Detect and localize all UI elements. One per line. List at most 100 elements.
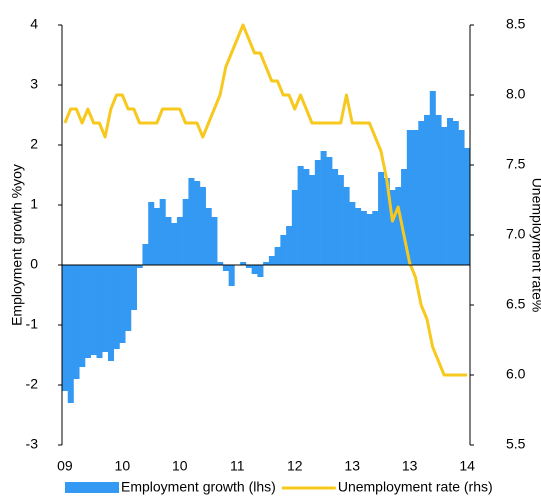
bar [228, 265, 235, 286]
y-tick-label: 4 [30, 16, 38, 32]
bar [171, 223, 178, 265]
bar [291, 190, 298, 265]
bar [194, 181, 201, 265]
y-tick-label: 1 [30, 196, 38, 212]
bar [429, 91, 436, 265]
bar [366, 214, 373, 265]
bar [274, 247, 281, 265]
bar [424, 115, 431, 265]
bar [130, 265, 138, 310]
y2-tick-label: 8.0 [506, 86, 526, 102]
bar [90, 265, 97, 355]
bar [176, 217, 183, 265]
y2-tick-label: 5.5 [506, 436, 526, 452]
bar [412, 130, 419, 265]
y2-tick-label: 7.0 [506, 226, 526, 242]
bar [441, 127, 448, 265]
bar [79, 265, 86, 367]
bar [355, 208, 362, 265]
x-tick-label: 10 [172, 458, 188, 474]
bar [113, 265, 120, 349]
bar [240, 262, 247, 265]
bar [464, 148, 471, 265]
bar [222, 265, 229, 271]
line [63, 23, 468, 377]
y-tick-label: 2 [30, 136, 38, 152]
bar [314, 160, 321, 265]
legend-label: Unemployment rate (rhs) [338, 479, 493, 495]
bar [286, 226, 293, 265]
bar [62, 265, 69, 391]
bar [251, 265, 258, 274]
y-axis-label: Employment growth %yoy [9, 164, 25, 326]
bar [211, 217, 218, 265]
y2-axis-label: Unemployment rate% [529, 178, 541, 313]
bar [125, 265, 132, 331]
x-tick-label: 13 [402, 458, 418, 474]
bar [447, 118, 454, 265]
bar [148, 202, 155, 265]
y-tick-label: -1 [26, 316, 39, 332]
bar [205, 208, 212, 265]
x-tick-label: 09 [57, 458, 73, 474]
y2-tick-label: 8.5 [506, 16, 526, 32]
bar [84, 265, 92, 358]
bar [320, 151, 327, 265]
y2-tick-label: 6.0 [506, 366, 526, 382]
bar [349, 202, 356, 265]
bar [406, 130, 413, 265]
bar [102, 265, 109, 352]
y-tick-label: 0 [30, 256, 38, 272]
y-tick-label: -3 [26, 436, 39, 452]
y2-tick-label: 6.5 [506, 296, 526, 312]
bar [458, 130, 465, 265]
bar [268, 256, 275, 265]
x-tick-label: 14 [459, 458, 475, 474]
bar [119, 265, 126, 343]
bar [372, 211, 379, 265]
bar [217, 262, 224, 265]
bar [401, 169, 408, 265]
x-tick-label: 13 [344, 458, 360, 474]
bar [452, 121, 459, 265]
bar [245, 265, 252, 268]
bar [263, 262, 270, 265]
bar [280, 235, 287, 265]
bar [303, 169, 310, 265]
y-tick-label: 3 [30, 76, 38, 92]
bar [73, 265, 80, 379]
bar [343, 187, 350, 265]
y-tick-label: -2 [26, 376, 39, 392]
bar [389, 190, 396, 265]
x-tick-label: 10 [115, 458, 131, 474]
bar [257, 265, 264, 277]
legend-swatch [65, 482, 119, 493]
bar [337, 175, 344, 265]
bar [309, 175, 316, 265]
bar [142, 244, 149, 265]
x-tick-label: 11 [230, 458, 245, 474]
y2-tick-label: 7.5 [506, 156, 526, 172]
bar [395, 187, 402, 265]
bar [67, 265, 74, 403]
bar [182, 199, 189, 265]
bar [418, 121, 425, 265]
bar [188, 178, 195, 265]
bar [165, 217, 172, 265]
bar [107, 265, 115, 361]
bar [136, 265, 143, 268]
bar [153, 208, 160, 265]
bar [159, 199, 166, 265]
bar [326, 157, 333, 265]
bar [297, 166, 304, 265]
bar [332, 169, 339, 265]
bar [435, 115, 442, 265]
bar [199, 187, 206, 265]
bar [360, 211, 367, 265]
bar [378, 172, 385, 265]
x-tick-label: 12 [287, 458, 303, 474]
legend-label: Employment growth (lhs) [121, 479, 276, 495]
bar [383, 178, 390, 265]
bar [96, 265, 103, 358]
